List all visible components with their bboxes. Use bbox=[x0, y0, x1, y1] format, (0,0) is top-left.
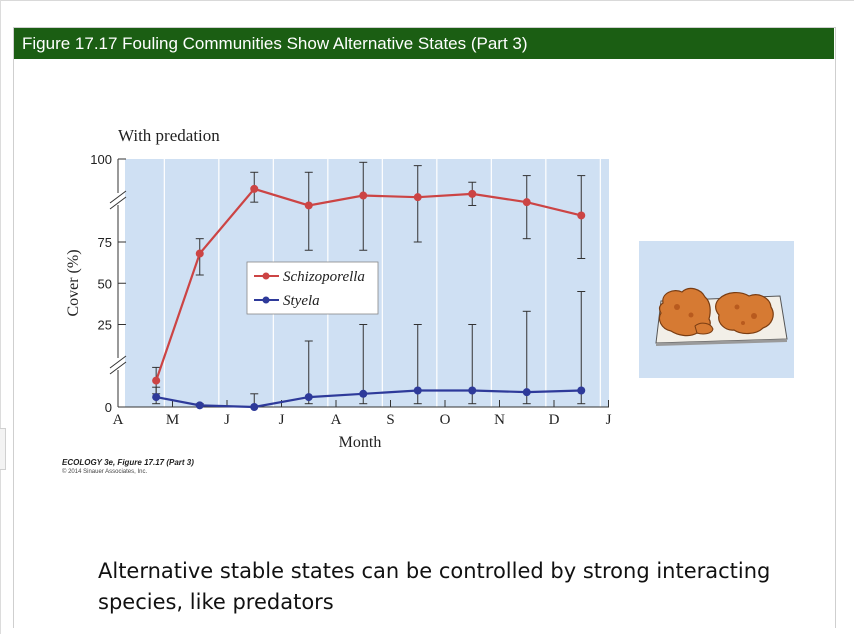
data-point-styela bbox=[413, 386, 422, 395]
legend-marker-schizoporella bbox=[262, 272, 270, 280]
data-point-styela bbox=[304, 393, 313, 402]
data-point-styela bbox=[577, 386, 586, 395]
slide-title: Figure 17.17 Fouling Communities Show Al… bbox=[14, 28, 834, 59]
data-point-styela bbox=[152, 393, 161, 402]
data-point-schizoporella bbox=[195, 249, 204, 258]
side-panel-handle[interactable] bbox=[0, 428, 6, 470]
legend-label-schizoporella: Schizoporella bbox=[283, 269, 365, 285]
window-top-border bbox=[0, 0, 854, 1]
x-tick-label: J bbox=[224, 412, 230, 428]
legend: Schizoporella Styela bbox=[246, 261, 379, 315]
data-point-schizoporella bbox=[522, 198, 531, 207]
data-point-styela bbox=[250, 403, 259, 411]
x-tick-label: A bbox=[331, 412, 342, 428]
legend-label-styela: Styela bbox=[283, 293, 320, 309]
x-tick-label: M bbox=[166, 412, 179, 428]
data-point-schizoporella bbox=[359, 191, 368, 200]
axis-break-mark bbox=[109, 190, 127, 204]
axis-break-mark bbox=[109, 355, 127, 369]
x-tick-label: A bbox=[113, 412, 124, 428]
y-tick-label: 25 bbox=[98, 318, 112, 333]
window-left-border bbox=[0, 0, 1, 634]
legend-marker-styela bbox=[262, 296, 270, 304]
x-tick-label: O bbox=[440, 412, 451, 428]
x-axis-label: Month bbox=[339, 434, 382, 451]
chart-title: With predation bbox=[118, 126, 220, 145]
y-tick-label: 100 bbox=[90, 152, 112, 167]
data-point-schizoporella bbox=[250, 184, 259, 193]
data-point-styela bbox=[522, 388, 531, 397]
x-tick-label: D bbox=[549, 412, 560, 428]
figure-credit-title: ECOLOGY 3e, Figure 17.17 (Part 3) bbox=[62, 458, 194, 467]
x-tick-label: J bbox=[279, 412, 285, 428]
data-point-styela bbox=[468, 386, 477, 395]
data-point-schizoporella bbox=[152, 376, 161, 385]
data-point-schizoporella bbox=[468, 189, 477, 198]
axis-break-mark bbox=[109, 196, 127, 210]
slide-frame bbox=[13, 27, 836, 628]
axis-break-mark bbox=[109, 361, 127, 375]
data-point-schizoporella bbox=[413, 193, 422, 202]
x-tick-label: J bbox=[606, 412, 612, 428]
y-tick-label: 0 bbox=[105, 400, 112, 415]
y-tick-label: 75 bbox=[98, 235, 112, 250]
fouling-plate-illustration-icon bbox=[655, 287, 788, 346]
y-axis-label: Cover (%) bbox=[65, 249, 82, 316]
data-point-styela bbox=[195, 401, 204, 410]
y-tick-label: 50 bbox=[98, 276, 112, 291]
x-tick-label: N bbox=[494, 412, 505, 428]
data-point-styela bbox=[359, 389, 368, 398]
slide-caption: Alternative stable states can be control… bbox=[98, 559, 771, 614]
x-tick-label: S bbox=[386, 412, 394, 428]
data-point-schizoporella bbox=[577, 211, 586, 220]
fouling-plate-thumbnail bbox=[639, 241, 794, 378]
legend-box bbox=[246, 261, 379, 315]
figure-credit-copyright: © 2014 Sinauer Associates, Inc. bbox=[62, 469, 148, 475]
data-point-schizoporella bbox=[304, 201, 313, 210]
series-layer bbox=[152, 161, 586, 411]
